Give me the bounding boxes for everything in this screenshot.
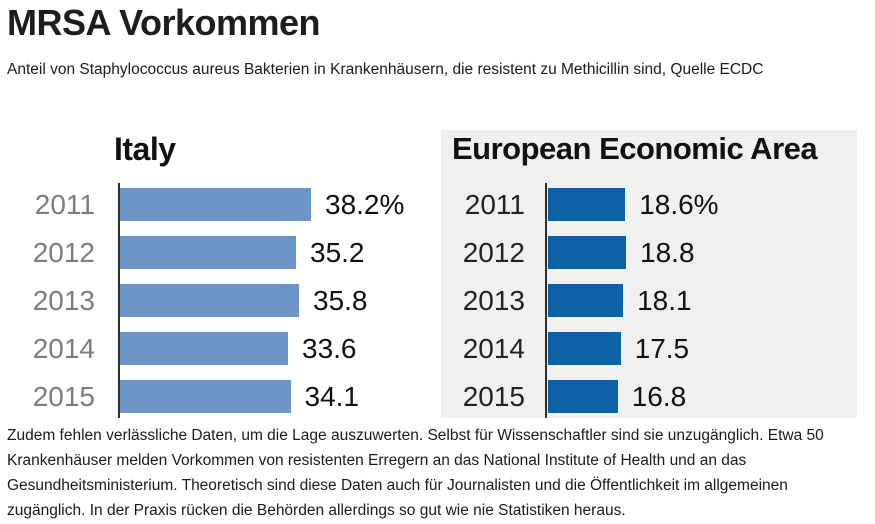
y-axis-line (545, 183, 547, 418)
bar (120, 380, 291, 413)
bar (548, 284, 624, 317)
chart-row: 2012 35.2 (0, 236, 441, 269)
chart-row: 2012 18.8 (441, 236, 857, 269)
bar (120, 332, 288, 365)
value-label: 18.8 (640, 236, 695, 268)
bar (120, 188, 311, 221)
bar (548, 188, 626, 221)
category-label: 2015 (32, 381, 95, 412)
value-label: 35.8 (313, 284, 368, 316)
chart-row: 2011 18.6% (441, 188, 857, 221)
y-axis-line (118, 183, 120, 418)
value-label: 17.5 (634, 332, 690, 364)
category-label: 2014 (462, 333, 525, 364)
value-label: 35.2 (310, 236, 365, 268)
value-label: 18.6% (639, 188, 719, 220)
bar (120, 236, 296, 269)
chart-row: 2011 38.2% (0, 188, 441, 221)
bar (548, 380, 618, 413)
chart-row: 2013 35.8 (0, 284, 441, 317)
bar (548, 332, 621, 365)
value-label: 16.8 (631, 380, 687, 412)
chart-row: 2015 34.1 (0, 380, 441, 413)
chart-rows-italy: 2011 38.2% 2012 35.2 2013 35.8 2014 33.6 2015 34.… (0, 188, 441, 413)
chart-eea: European Economic Area 2011 18.6% 2012 18.8… (441, 130, 857, 418)
chart-row: 2014 17.5 (441, 332, 857, 365)
chart-italy: Italy 2011 38.2% 2012 35.2 2013 35.8 2014 33.6 2… (0, 130, 441, 418)
value-label: 34.1 (304, 380, 360, 412)
chart-rows-eea: 2011 18.6% 2012 18.8 2013 18.1 2014 17.5 2015 16.… (441, 188, 857, 413)
chart-title-italy: Italy (114, 131, 176, 167)
bar (548, 236, 627, 269)
value-label: 33.6 (302, 332, 357, 364)
chart-row: 2015 16.8 (441, 380, 857, 413)
value-label: 18.1 (637, 284, 692, 316)
category-label: 2012 (462, 237, 525, 268)
chart-title-eea: European Economic Area (452, 131, 818, 166)
category-label: 2013 (462, 285, 525, 316)
chart-row: 2014 33.6 (0, 332, 441, 365)
category-label: 2015 (462, 381, 525, 412)
category-label: 2013 (32, 285, 95, 316)
category-label: 2014 (32, 333, 95, 364)
bar (120, 284, 299, 317)
chart-row: 2013 18.1 (441, 284, 857, 317)
category-label: 2012 (32, 237, 95, 268)
page-title: MRSA Vorkommen (7, 2, 321, 43)
charts-container: Italy 2011 38.2% 2012 35.2 2013 35.8 2014 33.6 2… (0, 130, 875, 418)
category-label: 2011 (34, 189, 95, 220)
value-label: 38.2% (325, 188, 405, 220)
article-paragraph: Zudem fehlen verlässliche Daten, um die … (7, 427, 824, 519)
category-label: 2011 (464, 189, 525, 220)
page-subtitle: Anteil von Staphylococcus aureus Bakteri… (7, 61, 764, 78)
